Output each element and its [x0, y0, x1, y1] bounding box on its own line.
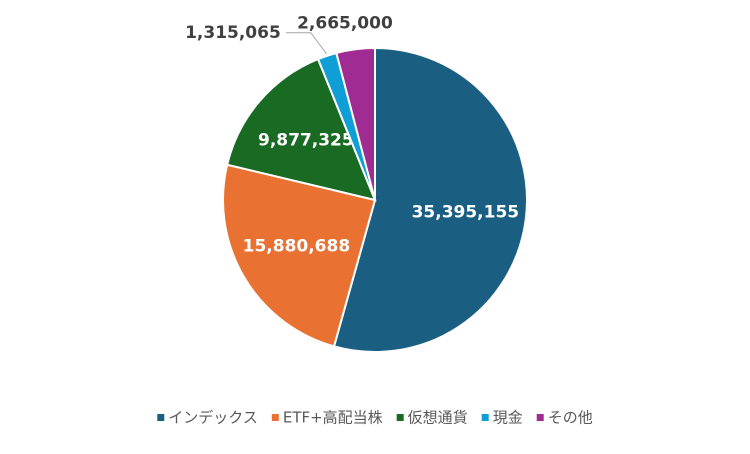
pie-slice — [332, 46, 528, 353]
legend-label: インデックス — [168, 409, 258, 427]
legend: インデックス ETF+高配当株 仮想通貨 現金 その他 — [157, 409, 593, 427]
legend-label: その他 — [548, 409, 593, 427]
legend-swatch — [536, 414, 544, 421]
data-label: 9,877,325 — [258, 131, 354, 151]
legend-swatch — [481, 414, 489, 421]
data-label: 35,395,155 — [412, 202, 520, 222]
legend-label: ETF+高配当株 — [283, 409, 383, 427]
pie-slice — [222, 163, 377, 348]
legend-swatch — [271, 414, 279, 421]
pie-slice — [225, 57, 377, 202]
legend-label: 現金 — [493, 409, 523, 427]
legend-swatch — [396, 414, 404, 421]
legend-swatch — [157, 414, 165, 421]
data-label: 1,315,065 — [185, 23, 281, 43]
data-label: 15,880,688 — [243, 236, 351, 256]
legend-label: 仮想通貨 — [408, 409, 468, 427]
pie-slice — [335, 46, 376, 201]
leader-line — [285, 32, 327, 55]
data-label: 2,665,000 — [297, 13, 393, 33]
